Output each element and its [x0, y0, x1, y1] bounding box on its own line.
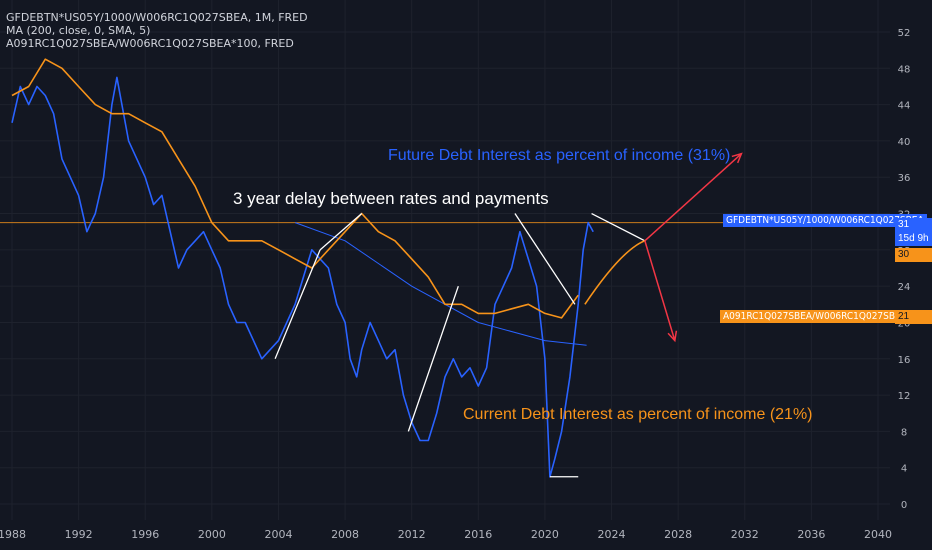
x-tick-1992: 1992 [65, 528, 93, 541]
arrow-up [644, 152, 743, 242]
x-tick-2012: 2012 [398, 528, 426, 541]
y-tick-12: 12 [898, 391, 911, 402]
future-debt-annotation: Future Debt Interest as percent of incom… [388, 147, 731, 164]
x-tick-1996: 1996 [131, 528, 159, 541]
orange-price-tag: 30 [895, 248, 932, 262]
y-tick-52: 52 [898, 28, 911, 39]
blue-series-label: GFDEBTN*US05Y/1000/W006RC1Q027SBEA [723, 214, 927, 227]
orange-series-label: A091RC1Q027SBEA/W006RC1Q027SBEA*100 [720, 310, 932, 323]
x-tick-2032: 2032 [731, 528, 759, 541]
trend-line-5 [591, 212, 646, 242]
x-tick-2004: 2004 [264, 528, 292, 541]
y-tick-16: 16 [898, 355, 911, 366]
trend-line-2 [407, 285, 459, 432]
x-tick-2016: 2016 [464, 528, 492, 541]
orange-series-line [11, 58, 579, 319]
arrow-up-head [731, 152, 743, 164]
trend-line-1 [319, 213, 363, 251]
x-tick-2020: 2020 [531, 528, 559, 541]
x-tick-2028: 2028 [664, 528, 692, 541]
y-tick-8: 8 [901, 427, 907, 438]
y-tick-4: 4 [901, 464, 907, 475]
legend-orange-series[interactable]: A091RC1Q027SBEA/W006RC1Q027SBEA*100, FRE… [6, 37, 294, 50]
current-debt-annotation: Current Debt Interest as percent of inco… [463, 406, 813, 423]
y-tick-40: 40 [898, 137, 911, 148]
x-tick-2000: 2000 [198, 528, 226, 541]
legend: GFDEBTN*US05Y/1000/W006RC1Q027SBEA, 1M, … [6, 11, 308, 50]
y-tick-48: 48 [898, 64, 911, 75]
x-tick-2008: 2008 [331, 528, 359, 541]
legend-blue-series[interactable]: GFDEBTN*US05Y/1000/W006RC1Q027SBEA, 1M, … [6, 11, 308, 24]
x-axis: 1988 1992 1996 2000 2004 2008 2012 2016 2020 2024… [0, 528, 892, 541]
y-tick-24: 24 [898, 282, 911, 293]
arrow-down-shaft [644, 240, 676, 341]
legend-ma[interactable]: MA (200, close, 0, SMA, 5) [6, 24, 151, 37]
y-tick-44: 44 [898, 101, 911, 112]
countdown-tag: 15d 9h [895, 231, 932, 246]
x-tick-2024: 2024 [598, 528, 626, 541]
x-tick-2036: 2036 [797, 528, 825, 541]
blue-series-line [11, 76, 594, 478]
x-tick-2040: 2040 [864, 528, 892, 541]
arrow-up-shaft [644, 153, 742, 242]
orange-price-tag-2: 21 [895, 310, 932, 324]
x-tick-1988: 1988 [0, 528, 26, 541]
y-tick-36: 36 [898, 173, 911, 184]
blue-price-tag: 31 [895, 218, 932, 231]
ma-line [294, 222, 587, 346]
delay-annotation: 3 year delay between rates and payments [233, 189, 549, 208]
trend-line-0 [274, 249, 321, 360]
drawings [274, 152, 743, 478]
arrow-down-head [667, 330, 678, 343]
orange-projection [584, 240, 646, 305]
y-axis: 0481216202428323640444852 [898, 28, 911, 511]
grid [0, 0, 890, 520]
arrow-down [644, 240, 678, 343]
y-tick-0: 0 [901, 500, 907, 511]
trend-line-3 [514, 213, 576, 305]
